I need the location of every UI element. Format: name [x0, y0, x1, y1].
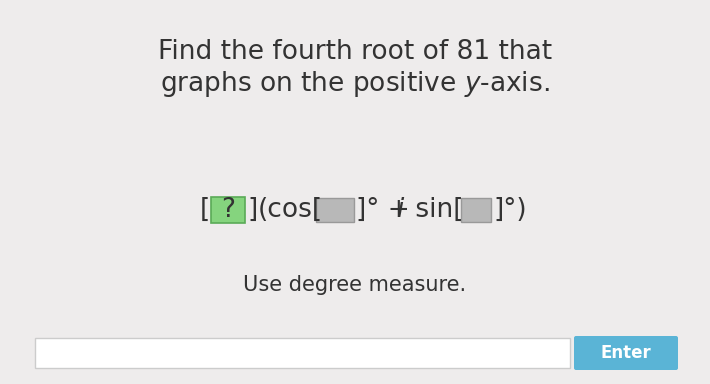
Text: ]: ]	[247, 197, 257, 223]
FancyBboxPatch shape	[35, 338, 570, 368]
Text: i: i	[396, 197, 403, 223]
Text: [: [	[200, 197, 210, 223]
Text: Use degree measure.: Use degree measure.	[244, 275, 466, 295]
FancyBboxPatch shape	[461, 198, 491, 222]
FancyBboxPatch shape	[316, 198, 354, 222]
Text: graphs on the positive $y$-axis.: graphs on the positive $y$-axis.	[160, 69, 550, 99]
Text: ?: ?	[221, 197, 235, 223]
Text: Enter: Enter	[601, 344, 651, 362]
Text: ]°): ]°)	[493, 197, 527, 223]
Text: sin[: sin[	[407, 197, 464, 223]
Text: ]° +: ]° +	[356, 197, 418, 223]
FancyBboxPatch shape	[211, 197, 245, 223]
FancyBboxPatch shape	[574, 336, 678, 370]
Text: Find the fourth root of 81 that: Find the fourth root of 81 that	[158, 39, 552, 65]
Text: (cos[: (cos[	[258, 197, 323, 223]
